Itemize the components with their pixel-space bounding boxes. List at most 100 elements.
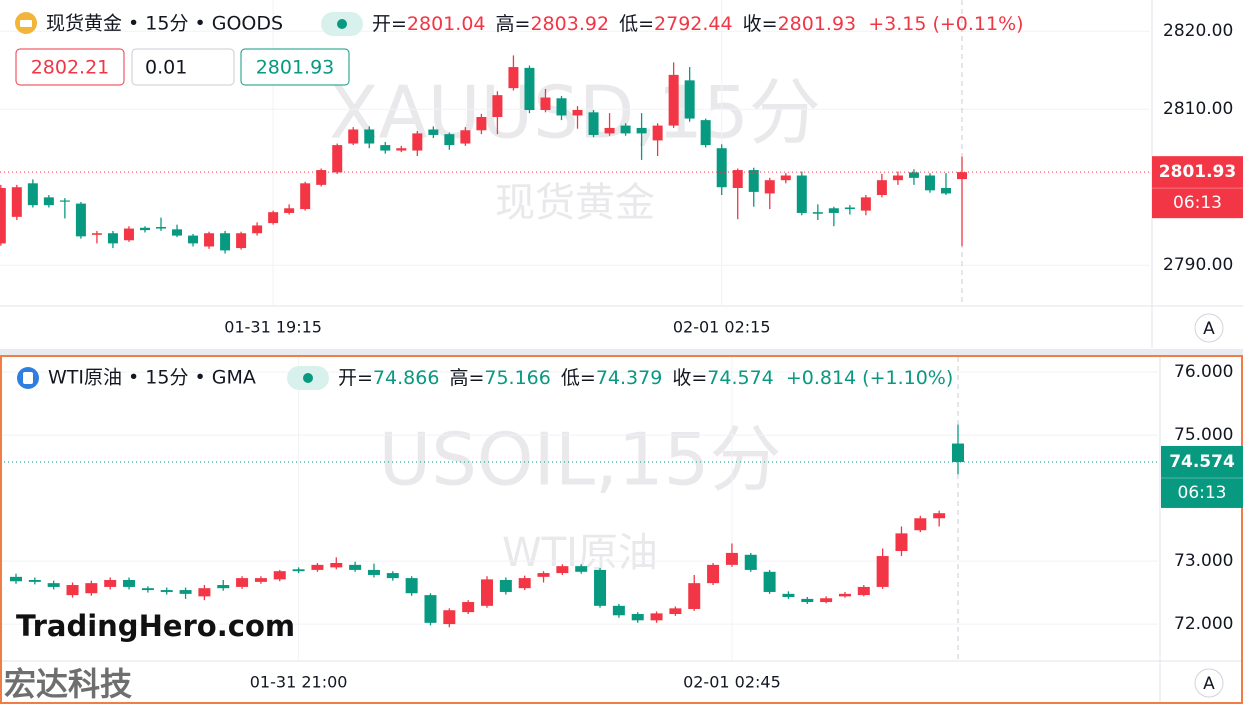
candle-body	[424, 595, 437, 623]
y-tick-label: 2790.00	[1163, 255, 1233, 275]
open-value: 2801.04	[407, 13, 486, 35]
close-value: 2801.93	[778, 13, 857, 35]
symbol-icon-glyph	[20, 20, 32, 27]
candle-body	[444, 134, 455, 146]
candle-body	[857, 586, 870, 596]
x-tick-label: 01-31 21:00	[250, 673, 348, 692]
candle-body	[707, 564, 720, 584]
candle-body	[380, 145, 391, 151]
candle-body	[796, 175, 807, 213]
candle-body	[604, 127, 615, 134]
candle-body	[66, 585, 79, 596]
y-tick-label: 2820.00	[1163, 21, 1233, 41]
candle-body	[220, 233, 231, 251]
candle-body	[367, 569, 380, 575]
status-dot	[337, 19, 347, 29]
last-price-tag	[1152, 156, 1243, 219]
candle-body	[924, 175, 935, 191]
y-tick-label: 72.000	[1174, 614, 1233, 634]
candle-body	[524, 67, 535, 110]
corner-watermark: 宏达科技	[4, 665, 132, 703]
candle-body	[725, 552, 738, 565]
status-dot	[303, 373, 313, 383]
close-label: 收=	[743, 13, 778, 35]
candle-body	[268, 212, 279, 224]
candle-body	[85, 583, 98, 594]
candle-body	[908, 172, 919, 178]
close-value: 74.574	[707, 367, 773, 389]
candle-body	[107, 233, 118, 244]
candle-body	[27, 183, 38, 206]
candle-body	[492, 95, 503, 118]
candle-body	[10, 576, 22, 582]
candle-body	[669, 608, 682, 615]
candle-body	[405, 578, 418, 594]
x-tick-label: 02-01 02:45	[683, 673, 781, 692]
candle-body	[780, 175, 791, 181]
candle-body	[952, 443, 964, 462]
candle-body	[476, 117, 487, 131]
candle-body	[59, 200, 70, 202]
symbol-title[interactable]: WTI原油 • 15分 • GMA	[48, 367, 256, 389]
candle-body	[812, 212, 823, 214]
active-pane-border	[0, 355, 1243, 704]
y-tick-label: 73.000	[1174, 551, 1233, 571]
candle-body	[28, 579, 41, 582]
candle-body	[499, 579, 512, 592]
change-value: +0.814 (+1.10%)	[786, 367, 953, 389]
candle-body	[744, 554, 757, 570]
candle-body	[252, 225, 263, 234]
candle-body	[460, 130, 471, 144]
candle-body	[91, 233, 102, 235]
candle-body	[895, 533, 908, 552]
buy-price: 2801.93	[256, 57, 335, 79]
low-label: 低=	[619, 13, 654, 35]
symbol-title[interactable]: 现货黄金 • 15分 • GOODS	[46, 13, 283, 35]
candle-body	[556, 98, 567, 116]
x-tick-label: 02-01 02:15	[673, 318, 771, 337]
candle-body	[316, 170, 327, 185]
quantity: 0.01	[145, 57, 187, 79]
candle-body	[801, 598, 814, 603]
low-label: 低=	[561, 367, 596, 389]
candle-body	[284, 208, 295, 213]
candle-body	[572, 109, 583, 116]
candle-body	[828, 208, 839, 213]
high-value: 2803.92	[530, 13, 609, 35]
candle-body	[933, 513, 946, 519]
candle-body	[748, 170, 759, 192]
candle-body	[732, 170, 743, 188]
open-label: 开=	[372, 13, 407, 35]
candle-body	[236, 233, 247, 249]
candle-body	[236, 578, 249, 587]
y-tick-label: 75.000	[1174, 425, 1233, 445]
candle-body	[204, 233, 215, 247]
candle-body	[820, 598, 833, 603]
watermark-subtitle: 现货黄金	[495, 180, 655, 226]
sell-button[interactable]	[15, 48, 125, 86]
candle-body	[914, 518, 927, 531]
open-label: 开=	[338, 367, 373, 389]
candle-body	[940, 187, 951, 194]
candle-body	[396, 148, 407, 151]
x-tick-label: 01-31 19:15	[224, 318, 322, 337]
candle-body	[612, 605, 625, 616]
candle-body	[43, 197, 54, 206]
symbol-icon-glyph	[23, 372, 33, 384]
countdown: 06:13	[1173, 193, 1222, 213]
quantity-input[interactable]	[131, 48, 235, 86]
candle-body	[556, 566, 569, 574]
countdown: 06:13	[1178, 483, 1227, 503]
candle-body	[652, 125, 663, 141]
candle-body	[763, 571, 776, 592]
buy-button[interactable]	[240, 48, 350, 86]
auto-scale-button[interactable]	[1194, 668, 1224, 698]
candle-body	[620, 125, 631, 134]
ohlc-header: 开=2801.04 高=2803.92 低=2792.44 收=2801.93 …	[372, 13, 1024, 35]
candle-body	[540, 97, 551, 110]
candle-body	[443, 610, 456, 625]
candle-body	[716, 148, 727, 188]
candle-body	[172, 229, 183, 236]
auto-scale-button[interactable]	[1194, 313, 1224, 343]
